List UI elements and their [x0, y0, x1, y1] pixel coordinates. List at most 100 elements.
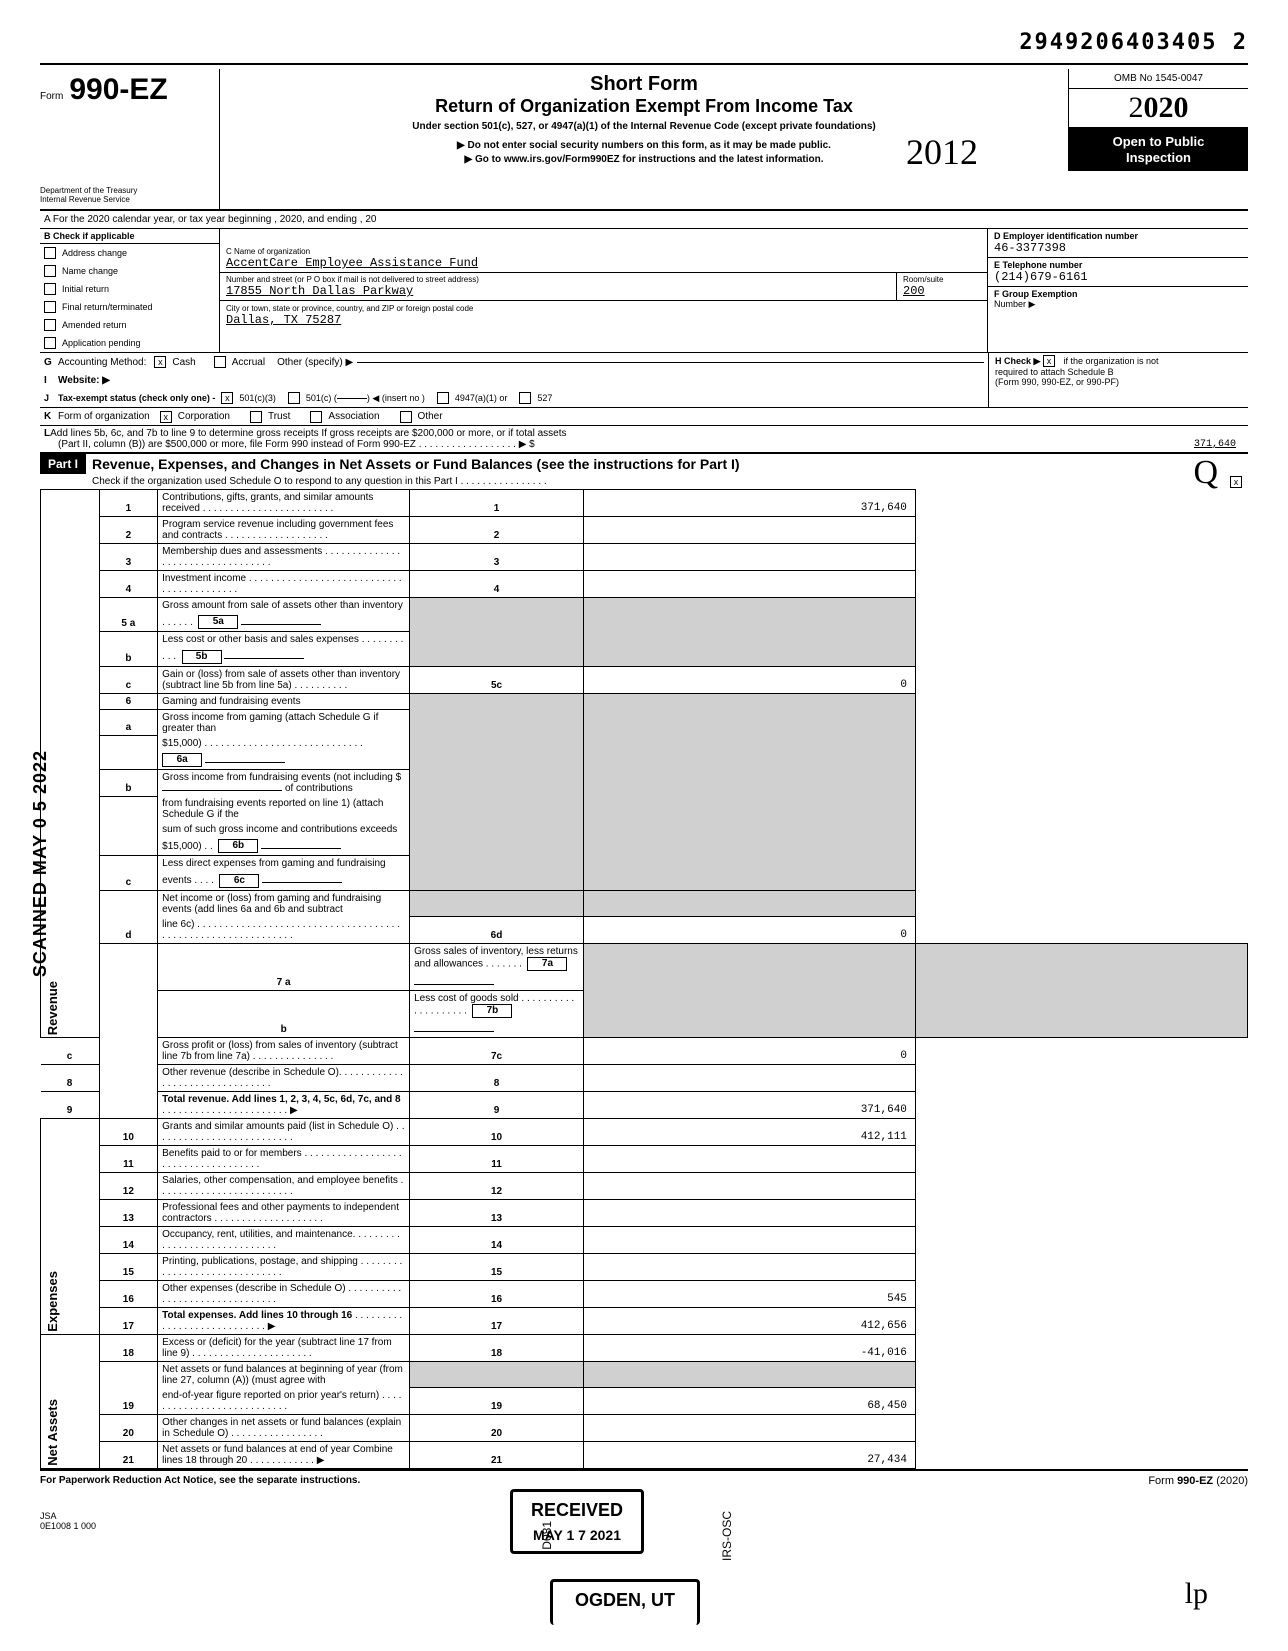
label-501c3: 501(c)(3) — [239, 393, 276, 403]
omb-number: OMB No 1545-0047 — [1069, 69, 1248, 89]
v18: -41,016 — [583, 1334, 915, 1361]
t2: Program service revenue including govern… — [162, 519, 393, 541]
check-527[interactable] — [519, 392, 531, 404]
t5a: Gross amount from sale of assets other t… — [162, 600, 403, 611]
form-header: Form 990-EZ Department of the Treasury I… — [40, 69, 1248, 211]
shadev5 — [583, 598, 915, 667]
t9: Total revenue. Add lines 1, 2, 3, 4, 5c,… — [162, 1094, 400, 1105]
n19: 19 — [99, 1361, 158, 1414]
check-trust[interactable] — [250, 411, 262, 423]
check-other-org[interactable] — [400, 411, 412, 423]
ib7b: 7b — [472, 1004, 512, 1018]
n3: 3 — [99, 544, 158, 571]
label-J: J — [44, 393, 58, 403]
n5c: c — [99, 666, 158, 693]
n9: 9 — [41, 1091, 100, 1118]
check-pending[interactable] — [44, 337, 56, 349]
line-A: A For the 2020 calendar year, or tax yea… — [40, 211, 1248, 229]
t11: Benefits paid to or for members — [162, 1148, 302, 1159]
shade6d — [410, 890, 584, 917]
b5c: 5c — [410, 666, 584, 693]
n2: 2 — [99, 517, 158, 544]
b2: 2 — [410, 517, 584, 544]
t1: Contributions, gifts, grants, and simila… — [162, 492, 373, 514]
ib5b: 5b — [182, 650, 222, 664]
ein-value: 46-3377398 — [994, 241, 1242, 255]
col-C: C Name of organization AccentCare Employ… — [220, 229, 988, 352]
b15: 15 — [410, 1253, 584, 1280]
check-H[interactable]: x — [1043, 355, 1055, 367]
b1: 1 — [410, 490, 584, 517]
k-text: Form of organization — [58, 411, 150, 422]
t16: Other expenses (describe in Schedule O) — [162, 1283, 345, 1294]
b11: 11 — [410, 1145, 584, 1172]
n14: 14 — [99, 1226, 158, 1253]
public-line2: Inspection — [1073, 150, 1244, 166]
iv7b[interactable] — [414, 1018, 494, 1032]
v16: 545 — [583, 1280, 915, 1307]
check-final[interactable] — [44, 301, 56, 313]
form-number: 990-EZ — [69, 73, 167, 107]
check-amended[interactable] — [44, 319, 56, 331]
check-schedule-o[interactable]: x — [1230, 476, 1242, 488]
check-corp[interactable]: x — [160, 411, 172, 423]
v13 — [583, 1199, 915, 1226]
d-grp-number: Number ▶ — [994, 299, 1035, 309]
v15 — [583, 1253, 915, 1280]
n11: 11 — [99, 1145, 158, 1172]
v14 — [583, 1226, 915, 1253]
v10: 412,111 — [583, 1118, 915, 1145]
n6a2 — [99, 736, 158, 770]
check-initial[interactable] — [44, 283, 56, 295]
label-amended: Amended return — [62, 320, 127, 330]
check-4947[interactable] — [437, 392, 449, 404]
check-501c3[interactable]: x — [221, 392, 233, 404]
n16: 16 — [99, 1280, 158, 1307]
l-text1: Add lines 5b, 6c, and 7b to line 9 to de… — [50, 428, 566, 439]
check-501c[interactable] — [288, 392, 300, 404]
n4: 4 — [99, 571, 158, 598]
v9: 371,640 — [583, 1091, 915, 1118]
n6b: b — [99, 770, 158, 797]
v20 — [583, 1414, 915, 1441]
col-D: D Employer identification number 46-3377… — [988, 229, 1248, 352]
part1-title: Revenue, Expenses, and Changes in Net As… — [86, 454, 1248, 474]
check-name[interactable] — [44, 265, 56, 277]
label-accrual: Accrual — [232, 357, 265, 368]
iv6c[interactable] — [262, 869, 342, 883]
iv5a[interactable] — [241, 611, 321, 625]
fundraising-amount[interactable] — [162, 790, 282, 791]
check-address[interactable] — [44, 247, 56, 259]
ib6b: 6b — [218, 839, 258, 853]
iv7a[interactable] — [414, 971, 494, 985]
n6: 6 — [99, 693, 158, 709]
handwritten-year: 2012 — [906, 131, 978, 173]
label-other-org: Other — [418, 411, 443, 422]
part1-label: Part I — [40, 454, 86, 474]
part1-sub: Check if the organization used Schedule … — [86, 474, 553, 489]
check-assoc[interactable] — [310, 411, 322, 423]
v4 — [583, 571, 915, 598]
iv5b[interactable] — [224, 645, 304, 659]
check-accrual[interactable] — [214, 356, 226, 368]
ib6c: 6c — [219, 874, 259, 888]
label-corp: Corporation — [178, 411, 230, 422]
n1: 1 — [99, 490, 158, 517]
label-trust: Trust — [268, 411, 290, 422]
b10: 10 — [410, 1118, 584, 1145]
shadev7 — [915, 943, 1247, 1037]
check-cash[interactable]: x — [154, 356, 166, 368]
t20: Other changes in net assets or fund bala… — [162, 1417, 401, 1439]
n13: 13 — [99, 1199, 158, 1226]
org-room: 200 — [903, 284, 981, 298]
v19: 68,450 — [583, 1388, 915, 1415]
v2 — [583, 517, 915, 544]
t7b: Less cost of goods sold — [414, 993, 519, 1004]
501c-insert[interactable] — [337, 398, 367, 399]
iv6a[interactable] — [205, 749, 285, 763]
line-A-text: A For the 2020 calendar year, or tax yea… — [44, 214, 376, 225]
other-method-line[interactable] — [357, 362, 984, 363]
vert-netassets: Net Assets — [45, 1399, 60, 1466]
h-line3: (Form 990, 990-EZ, or 990-PF) — [995, 377, 1242, 387]
iv6b[interactable] — [261, 835, 341, 849]
